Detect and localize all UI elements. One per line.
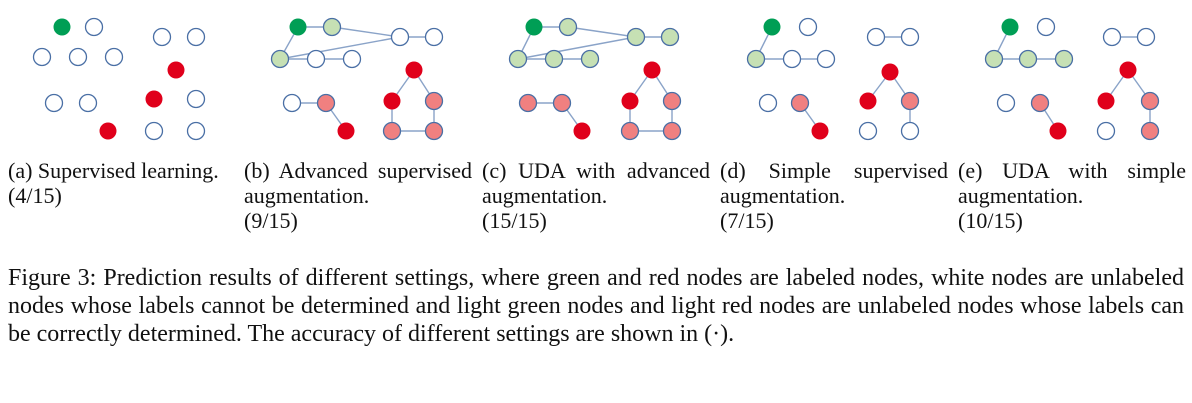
panel-b-caption: (b) Advanced supervised augmentation. (9…: [244, 158, 472, 233]
panel-b: (b) Advanced supervised augmentation. (9…: [236, 0, 474, 250]
panel-d-accuracy: (7/15): [720, 208, 948, 233]
figure-row: (a) Supervised learning. (4/15) (b) Adva…: [0, 0, 1192, 250]
panel-a-caption: (a) Supervised learning. (4/15): [8, 158, 236, 208]
panel-c: (c) UDA with advanced augmentation. (15/…: [474, 0, 712, 250]
panel-e-caption-text: (e) UDA with simple augmentation.: [958, 158, 1186, 208]
panel-c-caption-text: (c) UDA with advanced augmentation.: [482, 158, 710, 208]
panel-c-caption: (c) UDA with advanced augmentation. (15/…: [482, 158, 710, 233]
panel-b-caption-text: (b) Advanced supervised augmentation.: [244, 158, 472, 208]
panel-d: (d) Simple supervised augmentation. (7/1…: [712, 0, 950, 250]
panel-d-caption: (d) Simple supervised augmentation. (7/1…: [720, 158, 948, 233]
panel-e-caption: (e) UDA with simple augmentation. (10/15…: [958, 158, 1186, 233]
panel-a-caption-text: (a) Supervised learning.: [8, 158, 236, 183]
panel-d-caption-text: (d) Simple supervised augmentation.: [720, 158, 948, 208]
figure-caption: Figure 3: Prediction results of differen…: [8, 264, 1184, 348]
panel-e-accuracy: (10/15): [958, 208, 1186, 233]
panel-a-accuracy: (4/15): [8, 183, 236, 208]
panel-b-accuracy: (9/15): [244, 208, 472, 233]
panel-e: (e) UDA with simple augmentation. (10/15…: [950, 0, 1188, 250]
panel-a: (a) Supervised learning. (4/15): [0, 0, 238, 250]
panel-c-accuracy: (15/15): [482, 208, 710, 233]
